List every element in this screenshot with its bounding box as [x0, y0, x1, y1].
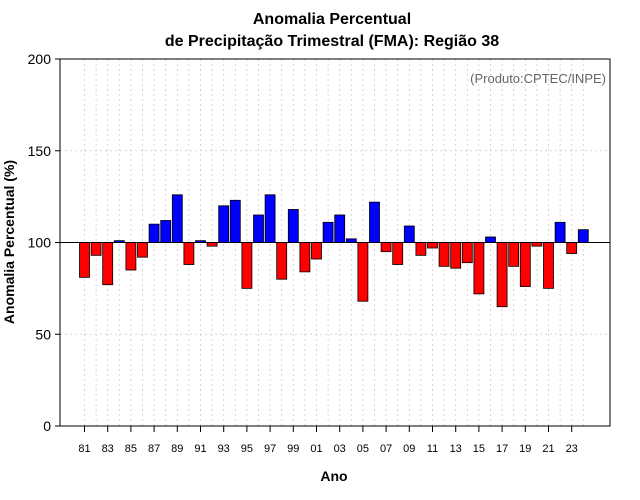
bar-01: [311, 242, 322, 260]
x-tick-label: 87: [148, 443, 160, 455]
bars-layer: [79, 194, 589, 308]
bar-23: [566, 242, 578, 254]
bar-08: [392, 242, 404, 265]
x-tick-label: 17: [496, 443, 508, 455]
y-tick-label: 100: [28, 235, 52, 251]
chart-title-line2: de Precipitação Trimestral (FMA): Região…: [165, 33, 499, 50]
x-tick-label: 07: [380, 443, 392, 455]
x-tick-label: 91: [194, 443, 206, 455]
bar-82: [90, 242, 102, 256]
x-tick-label: 11: [427, 443, 438, 455]
bar-89: [171, 194, 183, 243]
bar-94: [229, 199, 241, 243]
bar-13: [450, 242, 462, 269]
x-axis: 81 83 85 87 89 91 93 95 97 99 01 03 05 07 09 11 13 15 17 19…: [78, 426, 578, 455]
bar-86: [137, 242, 148, 258]
y-tick-label: 150: [28, 143, 52, 159]
bar-92: [206, 242, 218, 247]
x-tick-label: 81: [78, 443, 90, 455]
x-tick-label: 01: [310, 443, 322, 455]
bar-90: [183, 242, 195, 265]
x-tick-label: 83: [102, 443, 114, 455]
x-tick-label: 05: [357, 443, 369, 455]
bar-21: [543, 242, 554, 289]
bar-81: [79, 242, 90, 278]
x-tick-label: 03: [334, 443, 346, 455]
grid-layer: [60, 58, 610, 427]
bar-95: [241, 242, 253, 289]
bar-02: [322, 221, 334, 243]
x-tick-label: 23: [566, 443, 578, 455]
y-axis: 0 50 100 150 200: [28, 51, 60, 434]
bar-18: [508, 242, 520, 267]
bar-88: [160, 220, 172, 243]
x-tick-label: 13: [450, 443, 462, 455]
y-tick-label: 200: [28, 51, 52, 67]
bar-22: [554, 221, 566, 243]
x-tick-label: 89: [171, 443, 183, 455]
bar-10: [415, 242, 427, 256]
y-axis-label: Anomalia Percentual (%): [1, 160, 17, 324]
x-tick-label: 85: [125, 443, 137, 455]
bar-96: [253, 214, 264, 243]
bar-19: [519, 242, 531, 287]
bar-16: [485, 236, 496, 243]
bar-93: [218, 205, 230, 243]
y-tick-label: 0: [43, 418, 51, 434]
x-tick-label: 95: [241, 443, 253, 455]
bar-24: [577, 229, 589, 243]
bar-83: [102, 242, 114, 286]
bar-17: [496, 242, 508, 308]
x-axis-label: Ano: [320, 468, 347, 484]
x-tick-label: 97: [264, 443, 276, 455]
bar-00: [299, 242, 311, 273]
bar-12: [438, 242, 450, 267]
x-tick-label: 99: [287, 443, 299, 455]
bar-85: [125, 242, 137, 271]
bar-14: [461, 242, 473, 264]
product-credit: (Produto:CPTEC/INPE): [470, 71, 606, 86]
bar-98: [276, 242, 288, 280]
bar-87: [148, 223, 160, 243]
bar-03: [334, 214, 346, 243]
x-tick-label: 21: [542, 443, 554, 455]
x-tick-label: 09: [403, 443, 415, 455]
bar-07: [380, 242, 392, 253]
bar-11: [427, 242, 438, 249]
bar-99: [287, 209, 299, 243]
bar-97: [264, 194, 276, 243]
bar-04: [345, 238, 357, 243]
x-tick-label: 19: [519, 443, 531, 455]
bar-06: [369, 201, 380, 243]
bar-05: [357, 242, 369, 302]
chart-title-line1: Anomalia Percentual: [253, 11, 411, 28]
x-tick-label: 15: [473, 443, 485, 455]
bar-20: [531, 242, 543, 247]
bar-09: [403, 225, 415, 243]
bar-15: [473, 242, 485, 295]
x-tick-label: 93: [218, 443, 230, 455]
y-tick-label: 50: [35, 326, 51, 342]
